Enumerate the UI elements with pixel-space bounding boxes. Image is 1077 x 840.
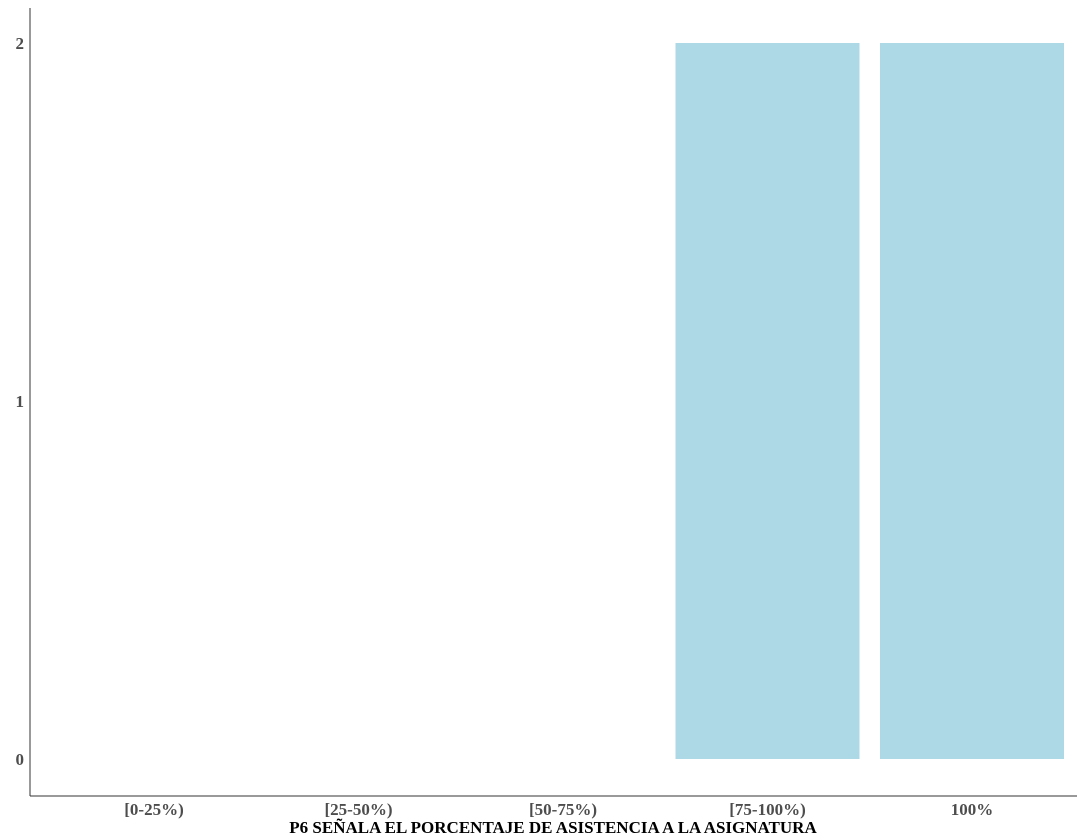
- x-tick-label: [25-50%): [325, 800, 393, 819]
- x-tick-label: 100%: [951, 800, 994, 819]
- y-tick-labels: 0 1 2: [16, 34, 25, 769]
- x-tick-label: [75-100%): [729, 800, 805, 819]
- x-tick-label: [50-75%): [529, 800, 597, 819]
- bar: [675, 43, 860, 759]
- x-tick-labels: [0-25%) [25-50%) [50-75%) [75-100%) 100%: [124, 800, 993, 819]
- x-axis-title: P6 SEÑALA EL PORCENTAJE DE ASISTENCIA A …: [289, 818, 817, 837]
- bar: [880, 43, 1064, 759]
- x-tick-label: [0-25%): [124, 800, 183, 819]
- y-tick-label: 0: [16, 750, 25, 769]
- bars: [675, 43, 1064, 759]
- y-tick-label: 2: [16, 34, 25, 53]
- y-tick-label: 1: [16, 392, 25, 411]
